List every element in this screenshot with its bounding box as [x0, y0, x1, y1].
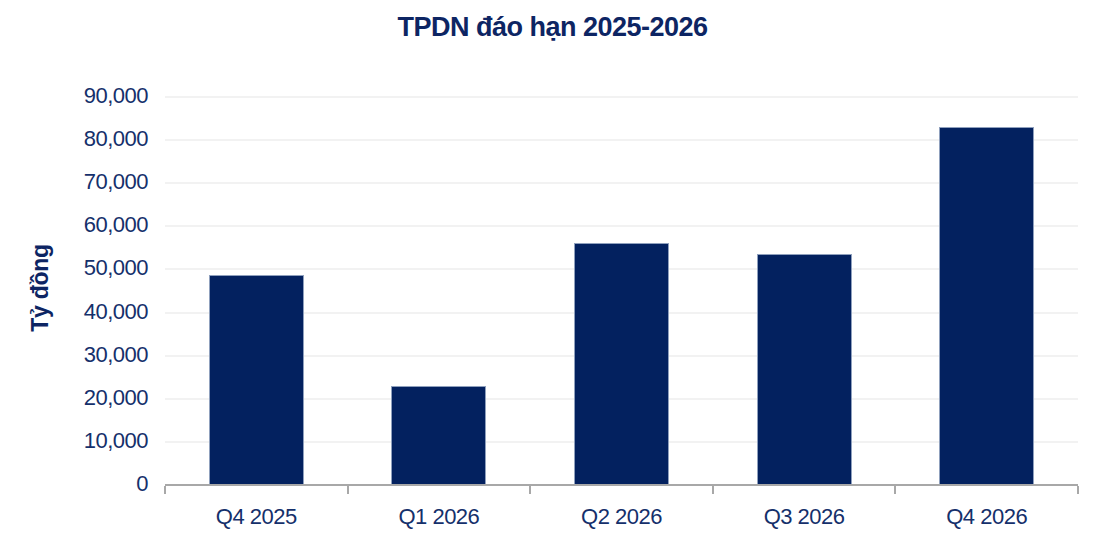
y-tick-label: 20,000 — [0, 386, 148, 410]
bar-q4-2025 — [209, 275, 304, 484]
y-tick-label: 50,000 — [0, 256, 148, 280]
bar-q3-2026 — [757, 254, 852, 484]
y-tick-label: 80,000 — [0, 127, 148, 151]
bar-q2-2026 — [574, 243, 669, 484]
bar-q1-2026 — [391, 386, 486, 484]
chart-canvas: TPDN đáo hạn 2025-2026 Tỷ đồng 010,00020… — [0, 0, 1105, 552]
y-tick-label: 0 — [0, 472, 148, 496]
x-category-label: Q4 2026 — [895, 503, 1078, 531]
y-tick-label: 90,000 — [0, 84, 148, 108]
x-axis-tick — [164, 486, 166, 494]
y-tick-label: 60,000 — [0, 213, 148, 237]
x-axis-tick — [712, 486, 714, 494]
x-category-label: Q2 2026 — [530, 503, 713, 531]
y-tick-label: 10,000 — [0, 429, 148, 453]
x-axis-tick — [529, 486, 531, 494]
plot-area — [165, 96, 1078, 486]
gridline — [165, 96, 1078, 98]
y-tick-label: 30,000 — [0, 343, 148, 367]
x-category-label: Q1 2026 — [348, 503, 531, 531]
y-tick-label: 70,000 — [0, 170, 148, 194]
y-tick-label: 40,000 — [0, 300, 148, 324]
x-axis-tick — [1077, 486, 1079, 494]
bar-q4-2026 — [939, 127, 1034, 484]
x-axis-tick — [894, 486, 896, 494]
chart-title: TPDN đáo hạn 2025-2026 — [0, 12, 1105, 43]
x-category-label: Q4 2025 — [165, 503, 348, 531]
x-category-label: Q3 2026 — [713, 503, 896, 531]
x-axis-tick — [347, 486, 349, 494]
